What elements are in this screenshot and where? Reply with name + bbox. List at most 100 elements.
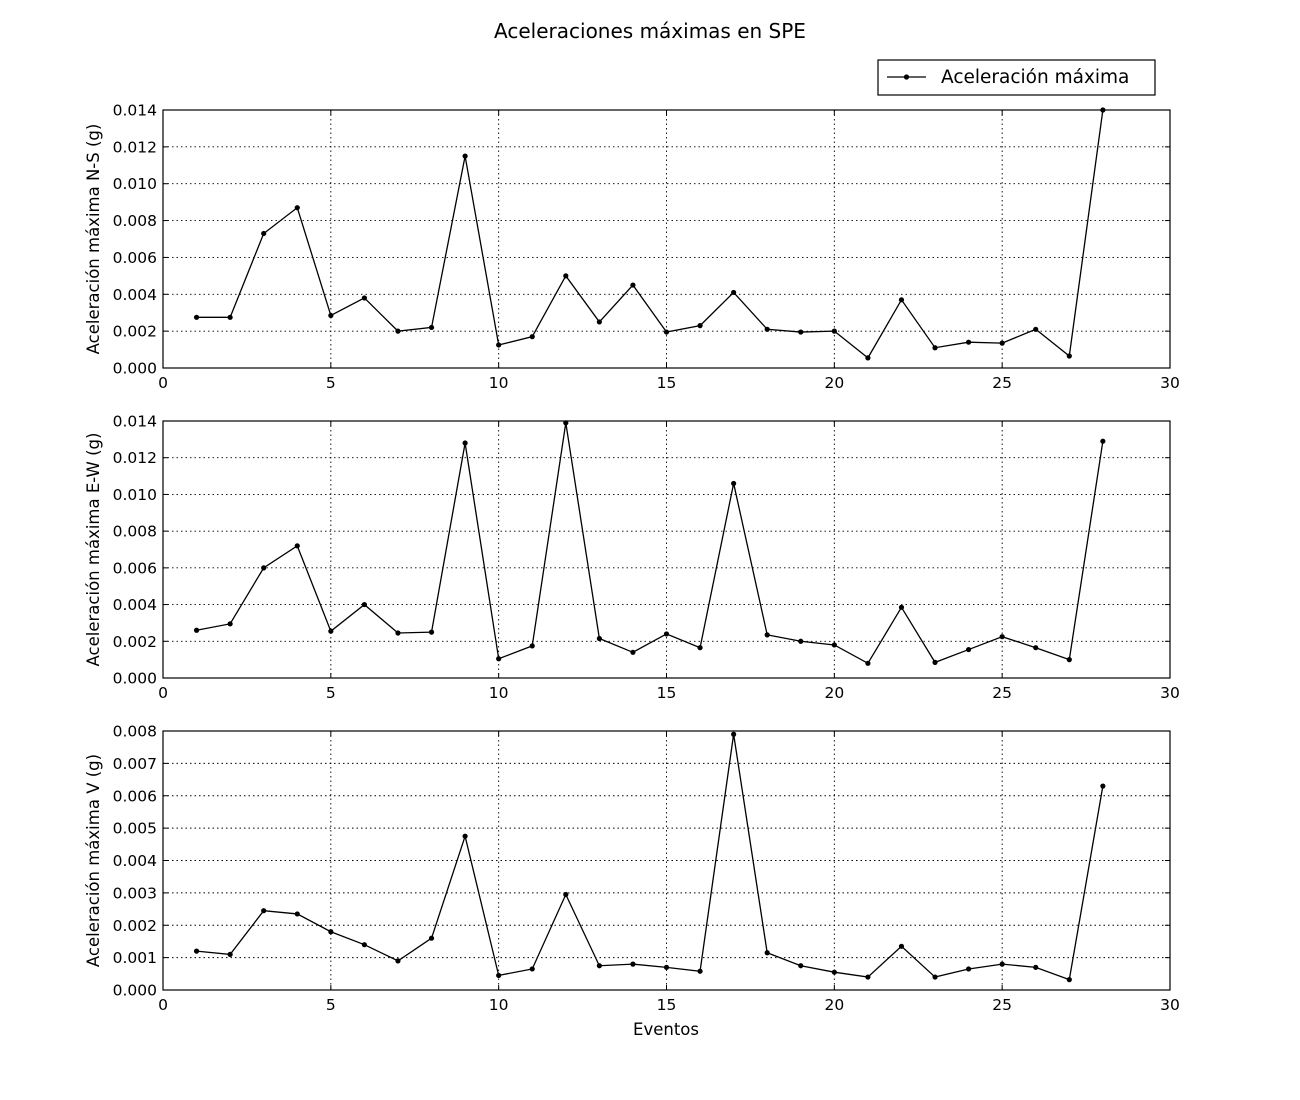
data-point-v-20: [831, 969, 837, 975]
series-line-ew-0: [196, 422, 1104, 665]
x-tick-label-ew-3: 15: [657, 684, 677, 702]
data-point-v-18: [764, 950, 770, 956]
data-point-ew-17: [731, 480, 737, 487]
y-tick-label-v-3: 0.003: [113, 884, 157, 902]
x-tick-label-ns-0: 0: [158, 374, 168, 392]
data-point-ns-21: [865, 355, 871, 361]
y-tick-label-v-8: 0.008: [113, 723, 157, 741]
data-point-v-12: [563, 891, 569, 898]
y-tick-label-ns-7: 0.014: [113, 102, 157, 120]
y-tick-label-ew-0: 0.000: [113, 670, 157, 688]
data-point-ns-13: [596, 319, 602, 325]
data-point-ew-22: [898, 604, 905, 610]
x-axis-label: Eventos: [633, 1020, 699, 1039]
data-point-ns-4: [294, 205, 300, 211]
y-tick-label-ew-4: 0.008: [113, 523, 157, 541]
data-point-v-5: [328, 929, 334, 935]
data-point-ns-10: [496, 342, 502, 348]
data-point-ew-20: [831, 642, 837, 648]
x-tick-label-v-6: 30: [1160, 996, 1180, 1014]
data-point-v-11: [529, 966, 535, 972]
data-point-ew-14: [630, 649, 636, 655]
data-point-ns-1: [193, 314, 200, 320]
data-point-ew-23: [932, 659, 938, 665]
x-tick-label-ns-1: 5: [326, 374, 336, 392]
y-tick-label-v-6: 0.006: [113, 787, 157, 805]
y-tick-label-ns-0: 0.000: [113, 360, 157, 378]
data-point-ns-16: [697, 323, 703, 329]
data-point-ew-11: [529, 643, 535, 649]
legend-label: Aceleración máxima: [941, 67, 1129, 88]
y-axis-label-ns: Aceleración máxima N-S (g): [84, 124, 103, 355]
data-point-v-4: [294, 911, 300, 917]
data-point-ew-21: [865, 660, 871, 666]
data-point-ew-25: [999, 634, 1005, 640]
x-tick-label-v-2: 10: [489, 996, 509, 1014]
data-point-ew-5: [328, 628, 334, 634]
legend: Aceleración máxima: [877, 59, 1156, 96]
data-point-ew-18: [764, 632, 770, 638]
data-point-ew-2: [227, 621, 233, 627]
y-tick-label-v-5: 0.005: [113, 820, 157, 838]
data-point-v-21: [865, 974, 871, 980]
data-point-v-24: [966, 966, 972, 972]
data-point-ns-8: [428, 324, 435, 331]
y-tick-label-ew-2: 0.004: [113, 596, 157, 614]
data-point-v-26: [1033, 964, 1039, 970]
y-tick-label-ns-5: 0.010: [113, 175, 157, 193]
x-tick-label-ew-6: 30: [1160, 684, 1180, 702]
data-point-ew-15: [663, 631, 670, 637]
data-point-ew-24: [966, 646, 972, 653]
data-point-ns-27: [1066, 353, 1072, 359]
y-tick-label-v-0: 0.000: [113, 982, 157, 1000]
x-tick-label-ew-4: 20: [824, 684, 844, 702]
legend-marker-sample: [903, 74, 910, 80]
data-point-v-25: [999, 961, 1005, 967]
x-tick-label-ns-2: 10: [489, 374, 509, 392]
data-point-ns-20: [831, 328, 837, 334]
y-tick-label-ns-3: 0.006: [113, 249, 157, 267]
data-point-v-9: [462, 833, 468, 839]
data-point-ew-6: [361, 601, 367, 608]
data-point-v-14: [630, 961, 636, 967]
y-tick-label-ns-4: 0.008: [113, 212, 157, 230]
y-tick-label-ns-1: 0.002: [113, 323, 157, 341]
data-point-ew-10: [496, 656, 502, 662]
x-tick-label-v-4: 20: [824, 996, 844, 1014]
data-point-ew-28: [1100, 438, 1106, 444]
data-point-ns-15: [663, 329, 670, 335]
data-point-v-1: [193, 948, 200, 954]
data-point-ew-8: [428, 629, 435, 635]
data-point-v-8: [428, 935, 435, 941]
y-axis-label-ew: Aceleración máxima E-W (g): [84, 433, 103, 667]
figure-title: Aceleraciones máximas en SPE: [494, 19, 806, 43]
subplot-ns: 0 5 10 15 20 25 30 0.000 0.002 0.004 0.006 0.008 0.0…: [84, 102, 1180, 393]
data-point-ns-19: [798, 329, 804, 335]
data-point-ns-9: [462, 153, 468, 159]
data-point-v-15: [663, 964, 670, 970]
subplot-ew: 0 5 10 15 20 25 30 0.000 0.002 0.004 0.006 0.008 0.0…: [84, 413, 1180, 703]
x-tick-label-v-0: 0: [158, 996, 168, 1014]
subplot-v: 0 5 10 15 20 25 30 0.000 0.001 0.002 0.003 0.004 0.0…: [84, 723, 1180, 1015]
x-tick-label-ew-2: 10: [489, 684, 509, 702]
x-tick-label-ns-4: 20: [824, 374, 844, 392]
y-axis-label-v: Aceleración máxima V (g): [84, 754, 103, 967]
x-tick-label-ns-6: 30: [1160, 374, 1180, 392]
data-point-ns-11: [529, 334, 535, 340]
data-point-ew-26: [1033, 645, 1039, 651]
data-point-ns-2: [227, 314, 233, 320]
data-point-ew-1: [193, 627, 200, 633]
data-point-ns-26: [1033, 326, 1039, 332]
y-tick-label-v-2: 0.002: [113, 917, 157, 935]
x-tick-label-v-5: 25: [992, 996, 1012, 1014]
data-point-ns-25: [999, 340, 1005, 346]
data-point-ew-3: [261, 565, 267, 571]
data-point-ns-7: [395, 328, 401, 334]
data-point-ns-24: [966, 339, 972, 345]
data-point-v-13: [596, 963, 602, 969]
data-point-ew-27: [1066, 657, 1072, 663]
data-point-ns-28: [1100, 107, 1106, 113]
x-tick-label-v-1: 5: [326, 996, 336, 1014]
data-point-ns-12: [563, 273, 569, 279]
data-point-v-2: [227, 951, 233, 957]
